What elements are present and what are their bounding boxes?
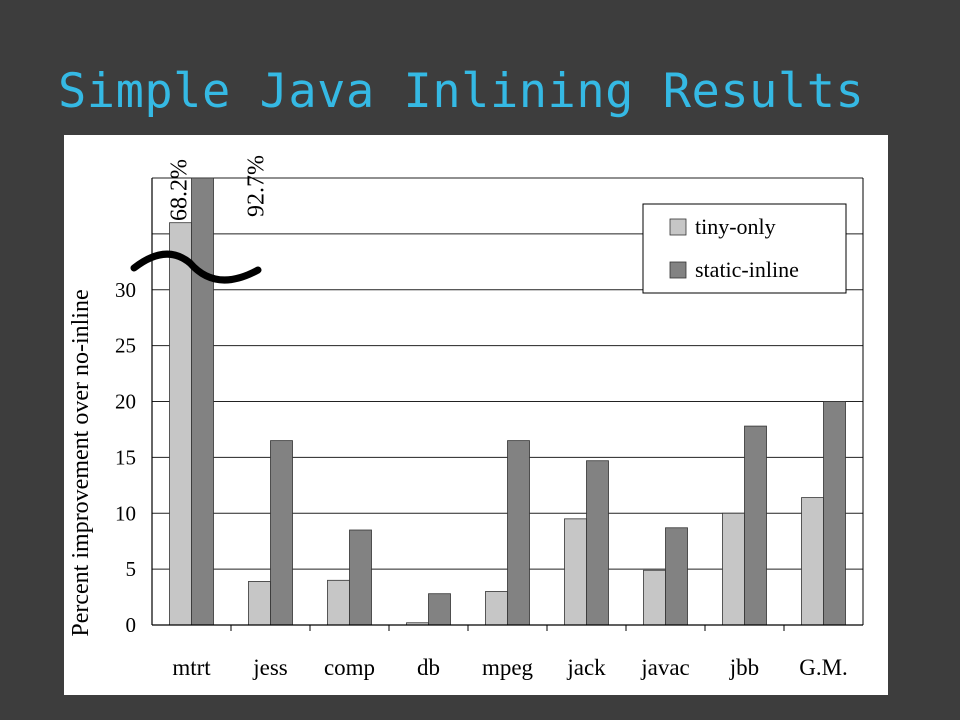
bar-tiny-only-javac <box>643 569 666 626</box>
legend-label-static-inline: static-inline <box>695 257 799 282</box>
bar-tiny-only-mtrt <box>169 222 192 626</box>
bar-static-inline-gm <box>823 401 846 626</box>
x-tick-label: jess <box>252 655 288 680</box>
annotation-tiny-only-value: 68.2% <box>167 159 193 221</box>
legend-swatch-static-inline <box>669 261 687 279</box>
x-tick-label: jack <box>566 655 606 680</box>
y-tick-label: 30 <box>115 278 136 302</box>
y-tick-label: 20 <box>115 390 136 414</box>
y-tick-label: 0 <box>126 613 137 637</box>
chart-panel: 0 5 10 15 20 25 30 mtrt jess comp db mpeg jack javac j… <box>64 135 888 695</box>
bar-static-inline-comp <box>349 529 372 626</box>
y-tick-label: 10 <box>115 501 136 525</box>
annotation-static-inline-value: 92.7% <box>244 155 270 217</box>
slide-title: Simple Java Inlining Results <box>58 64 865 119</box>
bar-static-inline-mtrt <box>191 177 214 626</box>
x-tick-label: comp <box>324 655 375 680</box>
bar-static-inline-jbb <box>744 425 767 626</box>
bar-tiny-only-jess <box>248 581 271 626</box>
y-tick-label: 5 <box>126 557 137 581</box>
bar-tiny-only-jbb <box>722 512 745 626</box>
bar-static-inline-javac <box>665 527 688 626</box>
x-tick-label: jbb <box>729 655 759 680</box>
bar-static-inline-mpeg <box>507 440 530 626</box>
legend-swatch-tiny-only <box>669 218 687 236</box>
bar-tiny-only-comp <box>327 579 350 626</box>
bar-static-inline-jess <box>270 440 293 626</box>
y-tick-label: 15 <box>115 445 136 469</box>
legend-label-tiny-only: tiny-only <box>695 214 776 239</box>
bar-static-inline-jack <box>586 460 609 626</box>
bar-static-inline-db <box>428 593 451 626</box>
x-tick-label: javac <box>640 655 690 680</box>
axis-break-mark <box>130 250 262 284</box>
y-axis-label: Percent improvement over no-inline <box>68 289 94 636</box>
y-tick-label: 25 <box>115 334 136 358</box>
bar-chart: 0 5 10 15 20 25 30 mtrt jess comp db mpeg jack javac j… <box>68 155 864 680</box>
bar-tiny-only-gm <box>801 497 824 626</box>
legend: tiny-only static-inline <box>642 203 847 294</box>
x-tick-label: db <box>417 655 440 680</box>
x-tick-label: G.M. <box>799 655 848 680</box>
bar-tiny-only-jack <box>564 518 587 626</box>
bar-tiny-only-mpeg <box>485 591 508 626</box>
labels: 0 5 10 15 20 25 30 mtrt jess comp db mpeg jack javac j… <box>115 155 848 680</box>
x-tick-label: mpeg <box>482 655 534 680</box>
x-tick-label: mtrt <box>172 655 211 680</box>
axes <box>151 178 864 631</box>
